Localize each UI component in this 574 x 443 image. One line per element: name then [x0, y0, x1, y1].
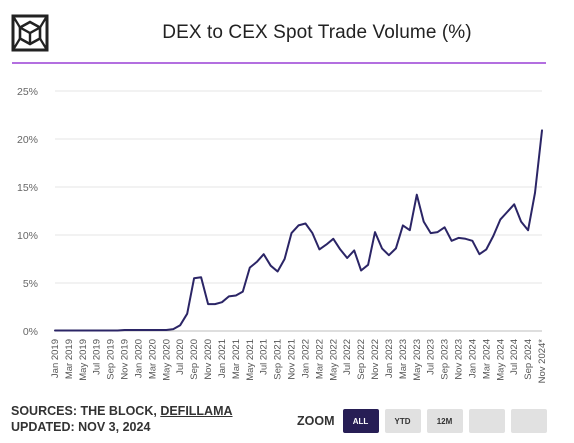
x-tick-label: Jan 2023 [384, 339, 395, 378]
x-tick-label: Mar 2023 [398, 339, 409, 379]
x-tick-label: Nov 2019 [120, 339, 131, 380]
zoom-12m-button[interactable]: 12M [426, 409, 463, 433]
x-tick-label: Mar 2021 [231, 339, 242, 379]
series-line [54, 129, 543, 332]
zoom-extra-button-1[interactable] [468, 409, 505, 433]
x-tick-label: May 2022 [328, 339, 339, 381]
y-tick-label: 15% [17, 182, 38, 194]
cube-logo-icon [11, 14, 49, 52]
x-tick-label: Sep 2021 [273, 339, 284, 380]
chart-title: DEX to CEX Spot Trade Volume (%) [162, 22, 472, 43]
x-tick-label: Jul 2024 [509, 339, 520, 375]
x-tick-label: May 2019 [78, 339, 89, 381]
x-tick-label: Nov 2022 [370, 339, 381, 380]
sources-prefix: SOURCES: THE BLOCK, [11, 404, 161, 418]
y-tick-label: 0% [23, 326, 38, 338]
updated-date: UPDATED: NOV 3, 2024 [11, 420, 151, 434]
x-tick-label: Mar 2019 [64, 339, 75, 379]
x-tick-label: Jul 2021 [259, 339, 270, 375]
y-tick-label: 5% [23, 278, 38, 290]
x-tick-label: Sep 2024 [523, 339, 534, 380]
x-tick-label: Jan 2024 [467, 339, 478, 378]
x-tick-label: Mar 2022 [314, 339, 325, 379]
x-tick-label: Jul 2022 [342, 339, 353, 375]
zoom-all-button[interactable]: ALL [342, 409, 379, 433]
x-tick-label: Jan 2022 [300, 339, 311, 378]
zoom-extra-button-2[interactable] [510, 409, 547, 433]
x-tick-label: Mar 2020 [147, 339, 158, 379]
x-tick-label: Jul 2020 [175, 339, 186, 375]
line-chart: 0% 5% 10% 15% 20% 25% Jan 2019 Mar 2019 May 2019… [17, 86, 548, 384]
x-tick-label: Nov 2024* [537, 339, 548, 384]
x-tick-label: Nov 2021 [287, 339, 298, 380]
x-tick-label: Sep 2020 [189, 339, 200, 380]
x-tick-label: Jan 2019 [50, 339, 61, 378]
y-tick-label: 25% [17, 86, 38, 98]
x-tick-label: May 2020 [161, 339, 172, 381]
x-tick-label: Sep 2023 [440, 339, 451, 380]
defillama-link[interactable]: DEFILLAMA [160, 404, 233, 418]
x-tick-label: May 2023 [412, 339, 423, 381]
x-tick-label: Mar 2024 [481, 339, 492, 379]
y-tick-label: 20% [17, 134, 38, 146]
x-tick-label: May 2024 [495, 339, 506, 381]
x-tick-label: Jul 2019 [92, 339, 103, 375]
zoom-label: ZOOM [297, 414, 335, 428]
zoom-controls: ZOOM ALL YTD 12M [297, 409, 553, 433]
x-tick-label: Sep 2022 [356, 339, 367, 380]
x-tick-label: Jan 2020 [133, 339, 144, 378]
title-divider [12, 62, 546, 64]
x-tick-label: Sep 2019 [106, 339, 117, 380]
x-tick-label: May 2021 [245, 339, 256, 381]
sources-note: SOURCES: THE BLOCK, DEFILLAMA UPDATED: N… [11, 403, 233, 435]
zoom-ytd-button[interactable]: YTD [384, 409, 421, 433]
x-tick-label: Jan 2021 [217, 339, 228, 378]
x-tick-label: Nov 2020 [203, 339, 214, 380]
y-tick-label: 10% [17, 230, 38, 242]
x-tick-label: Jul 2023 [426, 339, 437, 375]
x-tick-label: Nov 2023 [454, 339, 465, 380]
